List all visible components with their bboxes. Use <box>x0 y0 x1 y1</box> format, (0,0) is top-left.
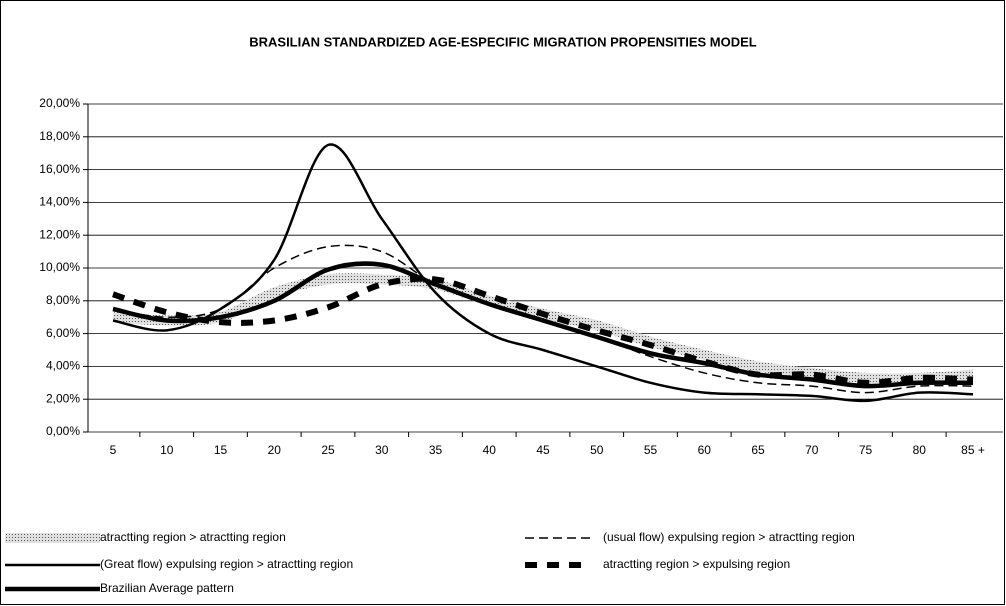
legend-label: Brazilian Average pattern <box>100 581 234 595</box>
x-tick-label: 45 <box>536 443 550 457</box>
y-tick-label: 4,00% <box>46 359 80 373</box>
x-tick-label: 85 + <box>961 443 985 457</box>
x-tick-label: 5 <box>110 443 117 457</box>
x-tick-label: 35 <box>429 443 443 457</box>
x-tick-label: 20 <box>268 443 282 457</box>
y-tick-label: 6,00% <box>46 326 80 340</box>
y-tick-label: 16,00% <box>39 162 80 176</box>
x-tick-label: 75 <box>859 443 873 457</box>
y-tick-label: 20,00% <box>39 96 80 110</box>
legend-label: atractting region > expulsing region <box>603 557 790 571</box>
y-tick-label: 14,00% <box>39 195 80 209</box>
x-tick-label: 60 <box>698 443 712 457</box>
y-tick-label: 10,00% <box>39 260 80 274</box>
x-tick-label: 65 <box>751 443 765 457</box>
x-tick-label: 10 <box>160 443 174 457</box>
legend-label: atractting region > atractting region <box>100 530 286 544</box>
chart-title: BRASILIAN STANDARDIZED AGE-ESPECIFIC MIG… <box>249 34 757 49</box>
y-tick-label: 0,00% <box>46 424 80 438</box>
y-tick-label: 2,00% <box>46 391 80 405</box>
y-tick-label: 18,00% <box>39 129 80 143</box>
legend-label: (usual flow) expulsing region > atractti… <box>603 530 855 544</box>
y-tick-label: 8,00% <box>46 293 80 307</box>
legend-label: (Great flow) expulsing region > atractti… <box>100 557 353 571</box>
x-tick-label: 30 <box>375 443 389 457</box>
series-line <box>112 275 974 386</box>
series-line <box>112 143 974 403</box>
x-tick-label: 40 <box>483 443 497 457</box>
x-tick-label: 80 <box>913 443 927 457</box>
x-tick-label: 70 <box>805 443 819 457</box>
series-line <box>112 261 974 389</box>
x-tick-label: 50 <box>590 443 604 457</box>
x-tick-label: 55 <box>644 443 658 457</box>
x-tick-label: 25 <box>321 443 335 457</box>
x-tick-label: 15 <box>214 443 228 457</box>
y-tick-label: 12,00% <box>39 227 80 241</box>
